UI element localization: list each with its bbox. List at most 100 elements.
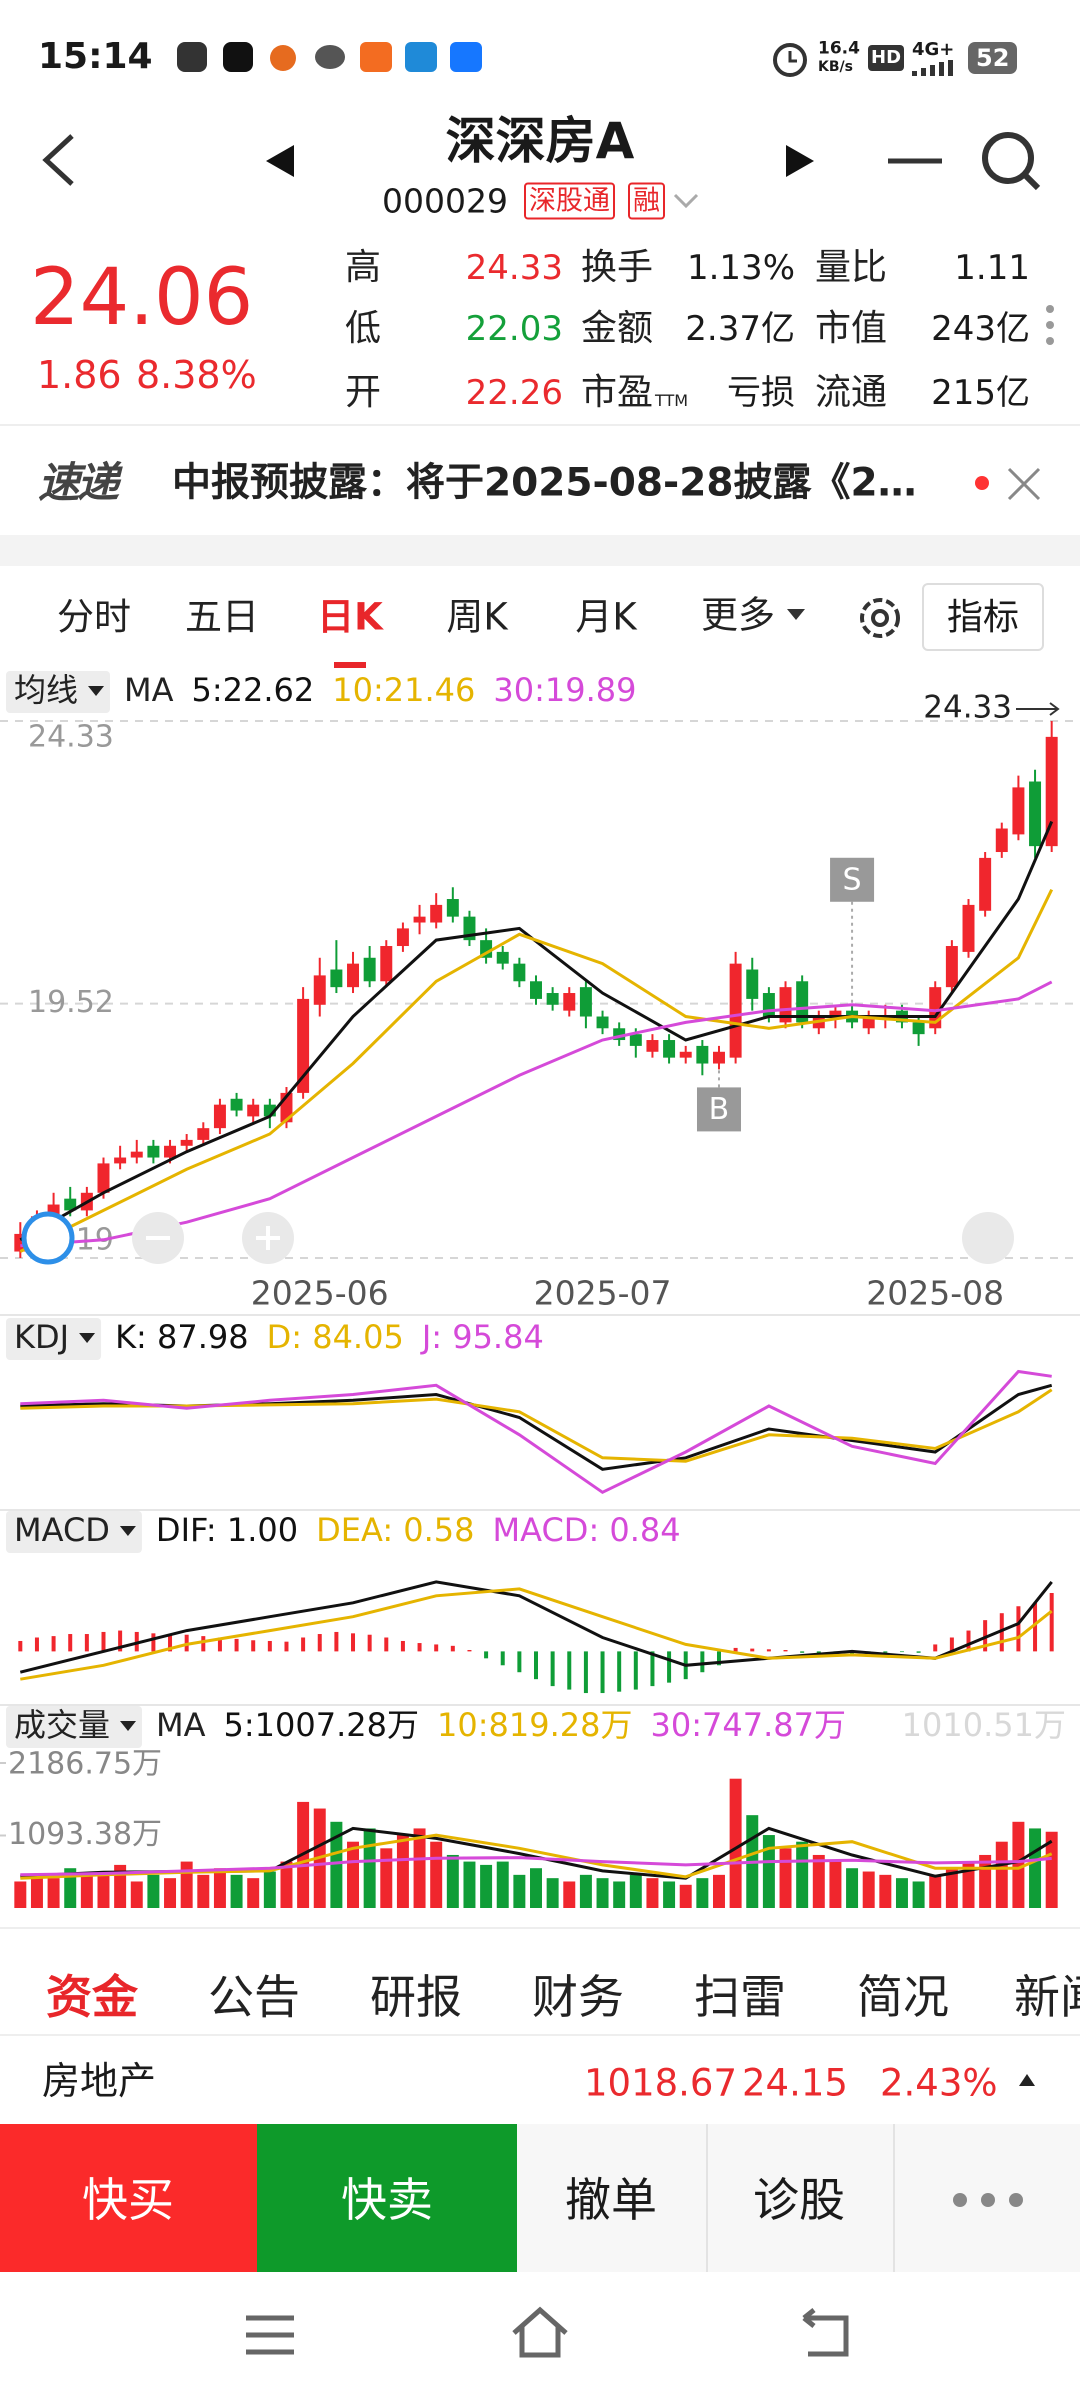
volume-bar	[280, 1861, 293, 1908]
candle-body	[862, 1016, 875, 1029]
candle-body	[912, 1022, 925, 1035]
more-actions[interactable]	[950, 2190, 1026, 2210]
info-tab[interactable]: 新闻	[1014, 1970, 1080, 2024]
period-tab[interactable]: 月K	[575, 595, 637, 639]
signal-label: S	[843, 862, 862, 897]
volume-bar	[80, 1874, 93, 1908]
stat-label: 流通	[815, 372, 888, 413]
search-button[interactable]	[978, 128, 1048, 198]
volume-bar	[729, 1778, 742, 1908]
indicator-name: 均线	[14, 671, 78, 709]
nav-bar	[0, 2272, 1080, 2400]
news-dot	[975, 476, 989, 490]
volume-bar	[396, 1835, 409, 1908]
candle-body	[646, 1040, 659, 1052]
volume-bar	[14, 1881, 27, 1908]
candle-body	[197, 1128, 210, 1140]
candle-body	[530, 981, 542, 999]
indicator-button-frame	[922, 583, 1044, 651]
volume-bar	[114, 1864, 127, 1908]
news-text[interactable]: 中报预披露：将于2025-08-28披露《2…	[172, 460, 917, 506]
candle-body	[230, 1098, 243, 1111]
back-button[interactable]	[30, 130, 90, 190]
indicator-line	[20, 980, 1053, 1248]
diagnose[interactable]: 诊股	[753, 2173, 845, 2227]
stat-label: 高	[345, 247, 382, 288]
nav-back[interactable]	[800, 2308, 852, 2360]
volume-bar	[496, 1861, 509, 1908]
candle-body	[679, 1051, 692, 1058]
info-tab[interactable]: 扫雷	[694, 1970, 786, 2024]
divider	[0, 424, 1080, 426]
candle-body	[97, 1163, 110, 1193]
legend-entry: J: 95.84	[420, 1318, 544, 1356]
candle-body	[979, 857, 992, 911]
volume-bar	[779, 1848, 792, 1908]
info-tab[interactable]: 研报	[370, 1970, 462, 2024]
expand	[962, 1212, 1014, 1264]
period-tab-active[interactable]: 日K	[317, 595, 383, 639]
news-close[interactable]	[1005, 465, 1043, 503]
tag: 融	[628, 182, 665, 220]
period-tab[interactable]: 五日	[185, 595, 259, 639]
stat-label: 开	[345, 372, 382, 413]
quick-sell[interactable]: 快卖	[341, 2173, 433, 2227]
info-tab-active[interactable]: 资金	[46, 1970, 138, 2024]
candle-body	[1045, 736, 1058, 847]
volume-bar	[879, 1874, 892, 1908]
stat-value: 亏损	[727, 373, 795, 413]
nav-menu[interactable]	[244, 2310, 296, 2360]
indicator-line	[19, 888, 1054, 1253]
volume-bar	[64, 1868, 77, 1908]
menu-caret	[79, 1333, 96, 1343]
candle-body	[663, 1040, 676, 1058]
period-tab[interactable]: 周K	[446, 595, 508, 639]
settings-button[interactable]	[852, 590, 908, 646]
cancel-order[interactable]: 撤单	[565, 2173, 657, 2227]
signal-label: B	[709, 1092, 730, 1127]
max-price-label: 24.33	[923, 690, 1012, 726]
info-tab[interactable]: 简况	[857, 1970, 949, 2024]
volume-bar	[895, 1878, 908, 1908]
volume-bar	[30, 1874, 43, 1908]
volume-bar	[230, 1874, 243, 1908]
zoom-icons	[146, 1226, 280, 1250]
more-stats[interactable]	[1040, 303, 1060, 353]
nav-home[interactable]	[510, 2305, 570, 2361]
volume-bar	[712, 1874, 725, 1908]
stat-value: 22.03	[465, 309, 563, 349]
candle-body	[430, 904, 443, 923]
indicator-button[interactable]: 指标	[946, 597, 1020, 638]
tag-expand[interactable]	[672, 190, 702, 212]
candle-body	[513, 963, 526, 982]
volume-bar	[213, 1868, 226, 1908]
divider	[893, 2124, 895, 2272]
legend-entry: 10:819.28万	[437, 1706, 632, 1744]
info-tab[interactable]: 公告	[208, 1970, 300, 2024]
indicator-name: MACD	[14, 1511, 110, 1549]
candle-body	[313, 975, 326, 1005]
quick-buy-bg	[0, 2124, 257, 2272]
legend-entry: DIF: 1.00	[156, 1511, 298, 1549]
period-tab[interactable]: 分时	[57, 595, 131, 639]
menu-button[interactable]	[886, 140, 946, 180]
period-tab[interactable]: 更多	[701, 593, 775, 637]
volume-bar	[563, 1881, 576, 1908]
last-price: 24.06	[30, 253, 254, 343]
volume-bar	[147, 1874, 160, 1908]
volume-bar	[596, 1878, 609, 1908]
stat-value: 243亿	[931, 309, 1030, 349]
industry-name[interactable]: 房地产	[42, 2059, 157, 2103]
prev-stock[interactable]	[262, 143, 302, 179]
info-tab[interactable]: 财务	[532, 1970, 624, 2024]
candle-body	[629, 1034, 642, 1046]
net-speed: 16.4	[818, 38, 860, 59]
next-stock[interactable]	[780, 143, 820, 179]
candle-body	[480, 940, 493, 958]
divider	[706, 2124, 708, 2272]
volume-bar	[762, 1835, 775, 1908]
candle-body	[446, 899, 459, 917]
candle-body	[729, 963, 742, 1058]
candle-body	[779, 987, 792, 1023]
quick-buy[interactable]: 快买	[82, 2173, 174, 2227]
